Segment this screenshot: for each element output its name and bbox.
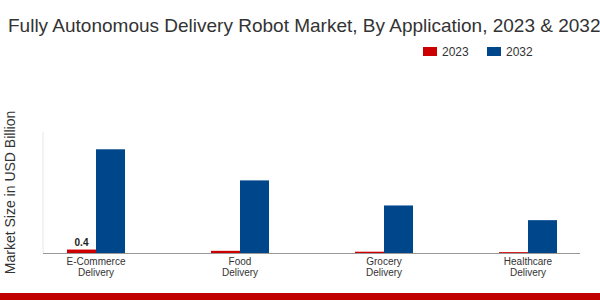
bar [211, 251, 240, 253]
bar [67, 250, 96, 253]
category-label: HealthcareDelivery [504, 256, 553, 278]
legend-swatch [423, 47, 437, 56]
bar [384, 205, 413, 253]
x-axis-line [43, 253, 580, 254]
bar [240, 180, 269, 253]
data-label: 0.4 [75, 237, 89, 248]
legend-swatch [487, 47, 501, 56]
category-label: E-CommerceDelivery [67, 256, 126, 278]
bars [67, 149, 557, 253]
chart: Fully Autonomous Delivery Robot Market, … [0, 0, 600, 300]
title: Fully Autonomous Delivery Robot Market, … [8, 15, 600, 36]
footer-band [0, 293, 600, 300]
bar [96, 149, 125, 253]
y-axis-line [43, 132, 44, 253]
category-label: FoodDelivery [222, 256, 258, 278]
bar [528, 220, 557, 253]
legend-label: 2023 [442, 45, 469, 59]
legend-label: 2032 [506, 45, 533, 59]
category-label: GroceryDelivery [366, 256, 402, 278]
bar [499, 252, 528, 253]
bar [355, 252, 384, 253]
y-axis-label: Market Size in USD Billion [2, 111, 18, 274]
